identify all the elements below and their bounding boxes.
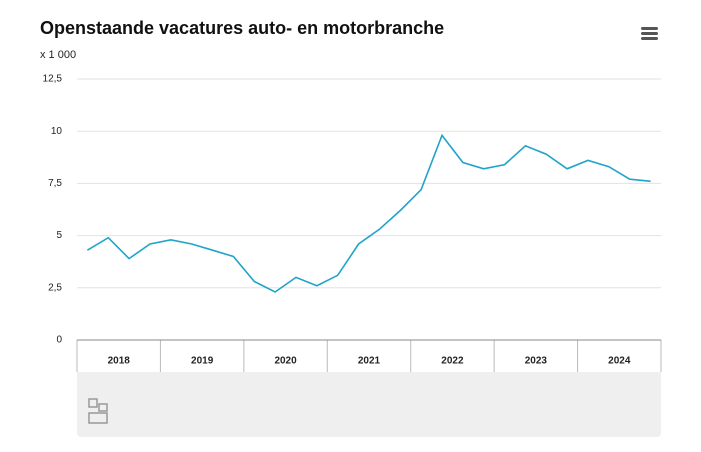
- x-tick-label: 2019: [191, 356, 214, 367]
- y-tick-label: 7,5: [48, 178, 62, 189]
- x-tick-label: 2018: [108, 356, 131, 367]
- cbs-logo: [88, 398, 108, 424]
- y-tick-label: 5: [56, 230, 62, 241]
- menu-bar: [641, 27, 658, 30]
- menu-button[interactable]: [641, 27, 658, 40]
- x-tick-label: 2023: [525, 356, 548, 367]
- y-tick-label: 2,5: [48, 282, 62, 293]
- y-tick-label: 0: [56, 335, 62, 346]
- menu-bar: [641, 37, 658, 40]
- menu-bar: [641, 32, 658, 35]
- y-tick-label: 12,5: [43, 74, 63, 85]
- unit-label: x 1 000: [40, 49, 76, 61]
- chart-title: Openstaande vacatures auto- en motorbran…: [40, 18, 444, 38]
- data-line: [86, 133, 651, 293]
- x-tick-label: 2022: [441, 356, 464, 367]
- x-axis-band: [77, 341, 661, 372]
- x-tick-label: 2024: [608, 356, 631, 367]
- x-tick-label: 2020: [274, 356, 297, 367]
- x-tick-label: 2021: [358, 356, 381, 367]
- y-tick-label: 10: [51, 126, 63, 137]
